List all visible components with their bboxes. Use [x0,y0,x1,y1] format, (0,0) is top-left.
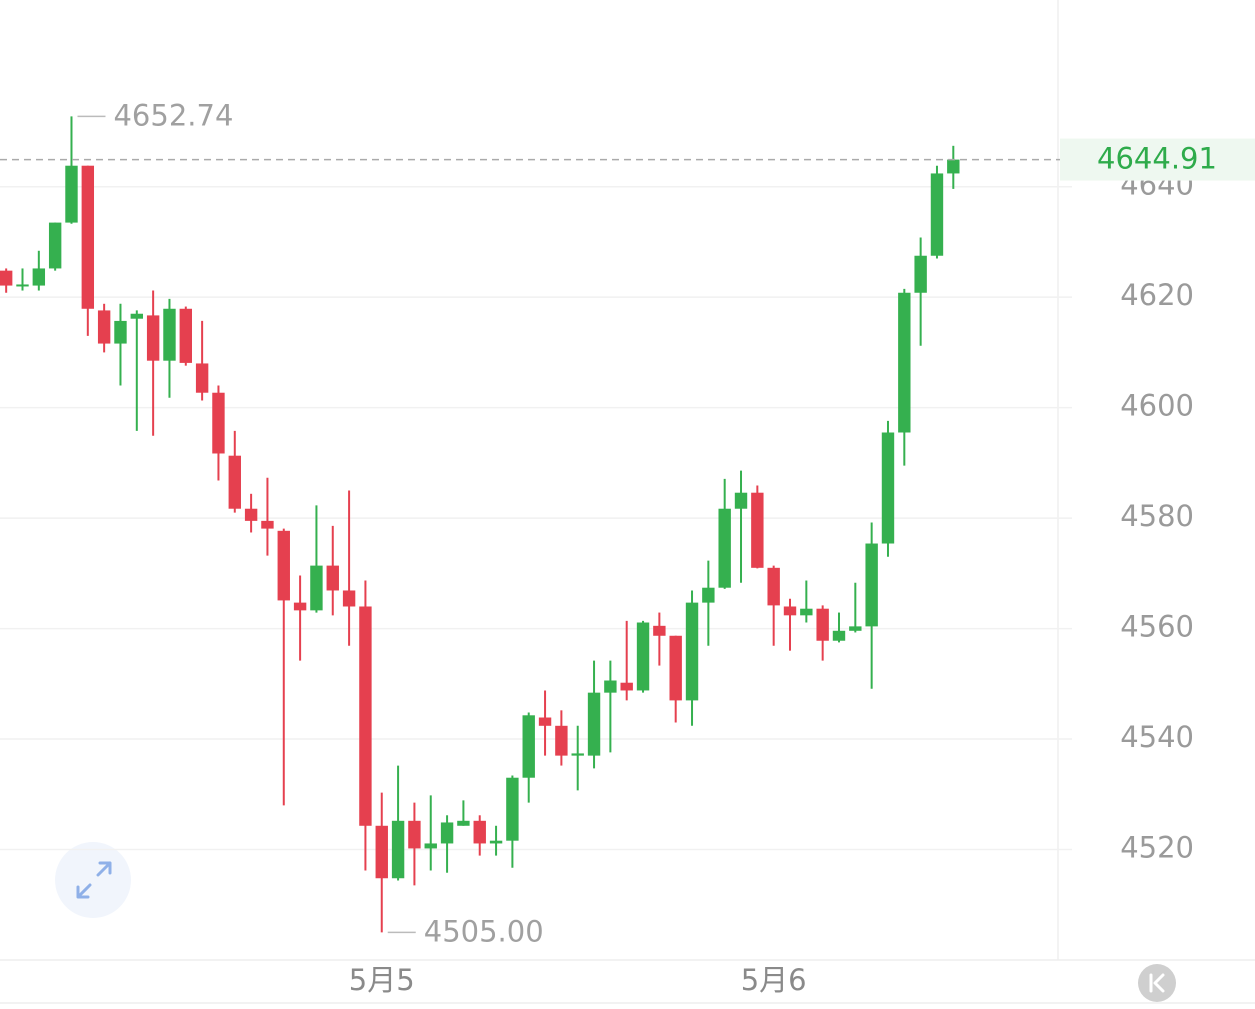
candle-body [440,822,454,844]
x-tick-label: 5月6 [741,963,807,997]
candle-body [604,680,617,693]
candle-body [97,310,111,344]
candle-body [424,843,437,849]
candle-body [32,268,46,286]
candle-body [146,315,160,361]
candle-body [244,508,258,521]
candle-body [130,313,144,319]
candle-body [767,567,780,606]
y-tick-label: 4560 [1120,610,1194,644]
expand-icon[interactable] [76,861,112,899]
candle-body [800,608,813,616]
candle-body [359,606,372,826]
candle-body [212,392,225,454]
candle-body [261,520,274,529]
candle-body [293,602,307,611]
y-tick-label: 4600 [1120,389,1194,423]
candle-body [457,820,470,826]
y-tick-label: 4520 [1120,831,1194,865]
candle-body [898,292,911,433]
last-price-label: 4644.91 [1097,142,1217,176]
candle-body [375,825,388,879]
x-tick-label: 5月5 [349,963,415,997]
candle-body [65,165,78,223]
candle-body [881,432,895,544]
candle-body [48,222,62,269]
candle-body [571,753,584,756]
candle-body [702,587,715,603]
expand-button[interactable] [55,842,131,918]
candle-body [16,284,29,287]
candle-body [408,820,421,849]
candle-body [849,626,862,631]
candle-body [114,320,127,344]
candle-body [587,692,601,756]
candle-body [310,565,323,611]
candle-body [163,308,176,361]
candle-body [930,173,944,256]
candle-body [326,565,339,591]
candle-body [832,630,846,641]
y-tick-label: 4620 [1120,278,1194,312]
annotation-label: 4505.00 [424,914,544,948]
last-price-box [1060,138,1255,181]
candle-body [81,165,95,309]
candle-body [783,606,797,616]
candle-body [277,530,290,601]
candle-body [489,840,503,844]
candle-body [473,820,486,844]
candle-body [947,159,960,174]
candle-body [653,625,666,636]
candle-body [816,608,829,641]
y-tick-label: 4540 [1120,720,1194,754]
expand-button-bg[interactable] [55,842,131,918]
candle-body [0,270,13,286]
candle-body [734,492,748,509]
candle-body [228,455,241,509]
candle-body [669,635,682,701]
candle-body [342,590,356,607]
candle-body [751,492,764,568]
candle-body [718,508,731,588]
candle-body [522,715,535,778]
candle-body [506,777,519,841]
reset-icon[interactable] [1149,973,1165,993]
candle-body [391,820,405,879]
candle-body [555,725,568,756]
candle-body [914,255,927,293]
candle-body [685,602,699,701]
reset-button[interactable] [1138,964,1176,1002]
candle-body [620,682,633,691]
candle-body [179,308,192,363]
candle-body [538,717,552,726]
candle-body [636,622,650,691]
candle-body [195,363,209,393]
candle-body [865,543,878,627]
annotation-label: 4652.74 [113,98,233,132]
y-tick-label: 4580 [1120,499,1194,533]
